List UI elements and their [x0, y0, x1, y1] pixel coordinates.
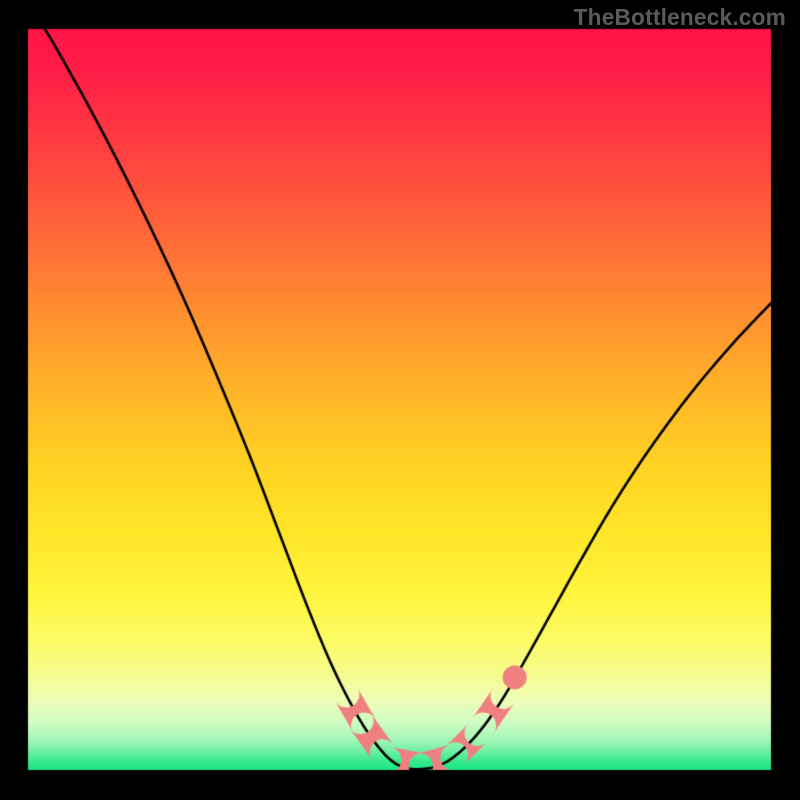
- bottleneck-curve-chart: [0, 0, 800, 800]
- watermark-text: TheBottleneck.com: [574, 4, 786, 31]
